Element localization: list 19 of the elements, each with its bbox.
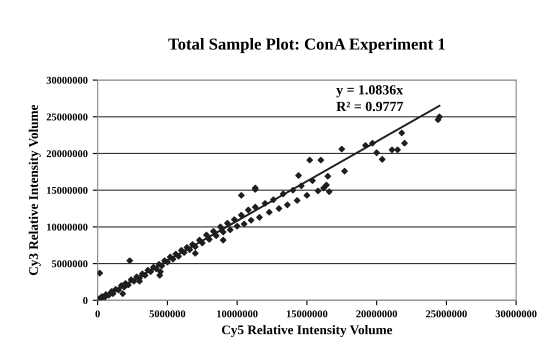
annotation: y = 1.0836x [336,85,404,98]
y-tick-label: 0 [83,296,88,304]
y-axis-title: Cy3 Relative Intensity Volume [28,104,41,276]
x-tick-label: 5000000 [150,310,186,318]
x-axis-title: Cy5 Relative Intensity Volume [222,325,392,338]
y-tick-label: 15000000 [47,186,88,194]
y-tick-label: 30000000 [46,76,88,84]
y-tick-label: 5000000 [52,260,88,268]
annotation: R² = 0.9777 [336,102,404,112]
x-tick-label: 30000000 [496,310,537,318]
y-tick-label: 10000000 [47,224,88,231]
x-tick-label: 15000000 [286,310,328,318]
y-tick-label: 25000000 [46,113,88,120]
x-tick-label: 10000000 [217,310,258,318]
x-tick-label: 0 [95,310,100,318]
chart-title: Total Sample Plot: ConA Experiment 1 [168,38,445,54]
y-tick-label: 20000000 [46,150,88,158]
x-tick-label: 20000000 [356,310,398,318]
x-tick-label: 25000000 [426,310,467,318]
